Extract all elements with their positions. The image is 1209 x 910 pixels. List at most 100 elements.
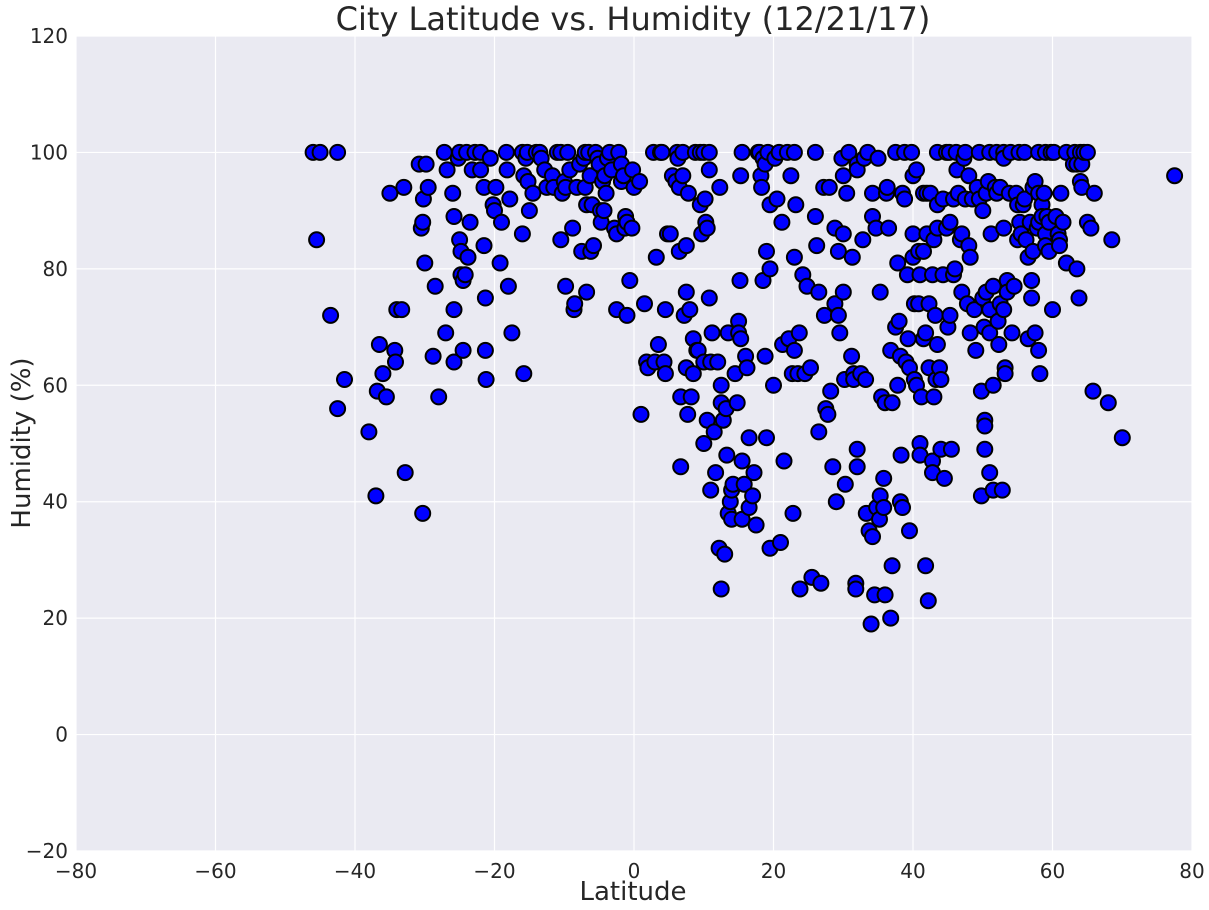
data-point [732, 167, 750, 185]
data-point [696, 190, 714, 208]
data-point [705, 423, 723, 441]
data-point [475, 237, 493, 255]
data-point [772, 534, 789, 551]
data-point [360, 423, 378, 441]
data-point [445, 353, 463, 371]
data-point [621, 272, 639, 289]
data-point [367, 487, 385, 505]
data-point [578, 283, 596, 301]
data-point [848, 458, 866, 476]
data-point [481, 149, 499, 167]
data-point [700, 143, 718, 161]
data-point [1031, 365, 1049, 383]
data-point [822, 382, 840, 400]
data-point [810, 283, 828, 301]
data-point [824, 458, 842, 476]
data-point [956, 143, 974, 161]
data-point [878, 178, 896, 196]
data-point [784, 504, 802, 522]
data-point [827, 493, 845, 511]
data-point [477, 371, 495, 388]
data-point [829, 242, 847, 260]
y-tick-label: 60 [43, 373, 68, 397]
data-point [653, 143, 671, 161]
data-point [896, 190, 914, 208]
y-tick-label: 40 [43, 490, 68, 514]
data-point [709, 353, 727, 371]
data-point [834, 283, 852, 301]
data-point [908, 161, 925, 179]
data-point [552, 231, 570, 249]
data-point [493, 213, 510, 231]
data-point [1044, 301, 1061, 319]
data-point [862, 615, 880, 633]
data-point [876, 586, 894, 604]
data-point [381, 184, 399, 202]
data-point [647, 248, 665, 266]
data-point [892, 446, 910, 464]
data-point [718, 446, 736, 464]
data-point [414, 213, 432, 231]
data-point [435, 143, 453, 161]
x-tick-label: 40 [900, 859, 925, 883]
data-point [735, 475, 753, 493]
data-point [656, 301, 674, 319]
data-point [961, 248, 979, 266]
data-point [681, 301, 699, 319]
data-point [848, 440, 866, 458]
data-point [395, 178, 413, 196]
data-point [745, 464, 763, 482]
data-point [1023, 272, 1041, 289]
data-point [472, 161, 490, 179]
data-point [904, 225, 922, 243]
data-point [810, 423, 828, 441]
data-point [501, 190, 519, 208]
data-point [1054, 213, 1072, 231]
data-point [716, 545, 734, 563]
data-point [864, 184, 881, 202]
data-point [903, 143, 921, 161]
x-tick-label: −60 [194, 859, 236, 883]
data-point [812, 574, 830, 592]
data-point [941, 306, 959, 324]
data-point [1051, 237, 1068, 255]
data-point [857, 371, 875, 388]
data-point [883, 557, 901, 575]
data-point [917, 324, 935, 342]
x-tick-label: −40 [334, 859, 376, 883]
data-point [377, 388, 395, 406]
data-point [738, 359, 756, 377]
data-point [758, 242, 775, 260]
data-point [993, 481, 1011, 499]
data-point [995, 301, 1013, 319]
data-point [782, 167, 800, 185]
data-point [740, 429, 758, 447]
data-point [831, 324, 849, 342]
data-point [417, 155, 435, 173]
data-point [728, 394, 746, 412]
data-point [819, 405, 837, 423]
data-point [785, 341, 803, 359]
data-point [981, 324, 999, 342]
data-point [946, 260, 964, 278]
data-point [935, 469, 953, 487]
data-point [847, 580, 865, 598]
data-point [374, 365, 392, 383]
data-point [698, 219, 716, 237]
x-tick-label: 20 [761, 859, 786, 883]
data-point [875, 469, 893, 487]
data-point [684, 365, 702, 383]
data-point [1016, 143, 1034, 161]
data-point [707, 464, 725, 482]
data-point [820, 178, 838, 196]
data-point [445, 301, 463, 319]
data-point [976, 417, 994, 435]
data-point [733, 143, 751, 161]
y-tick-labels: −20 0 20 40 60 80 100 120 [26, 24, 68, 863]
data-point [768, 190, 786, 208]
data-point [883, 394, 901, 412]
data-point [753, 178, 771, 196]
data-point [559, 143, 577, 161]
data-point [416, 254, 434, 272]
data-point [618, 306, 636, 324]
